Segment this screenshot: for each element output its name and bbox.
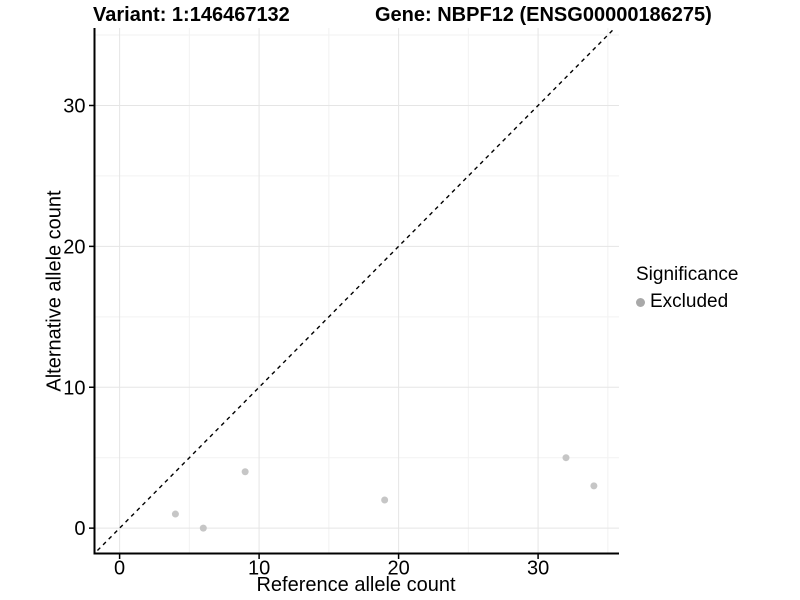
legend-entry-label: Excluded	[650, 291, 729, 312]
legend: Significance Excluded	[636, 264, 738, 313]
legend-point-icon	[636, 297, 645, 307]
y-tick-label: 10	[63, 377, 85, 399]
y-tick-label: 20	[63, 236, 85, 258]
data-point	[171, 510, 179, 518]
y-tick-label: 0	[74, 518, 85, 540]
y-axis-label: Alternative allele count	[43, 190, 66, 392]
legend-title: Significance	[636, 264, 739, 285]
x-axis-label: Reference allele count	[256, 574, 456, 596]
legend-entry-excluded: Excluded	[636, 291, 738, 313]
plot-title-gene: Gene: NBPF12 (ENSG00000186275)	[375, 4, 712, 26]
data-point	[241, 468, 249, 476]
plot-title-variant: Variant: 1:146467132	[93, 4, 290, 26]
data-point	[562, 454, 570, 462]
x-tick-label: 0	[114, 558, 125, 580]
data-point	[199, 524, 207, 532]
x-tick-label: 30	[527, 558, 549, 580]
x-tick-label: 10	[248, 558, 270, 580]
x-tick-label: 20	[387, 558, 409, 580]
identity-reference-line	[94, 28, 616, 554]
data-point	[590, 482, 598, 490]
y-tick-label: 30	[63, 95, 85, 117]
data-point	[381, 496, 389, 504]
